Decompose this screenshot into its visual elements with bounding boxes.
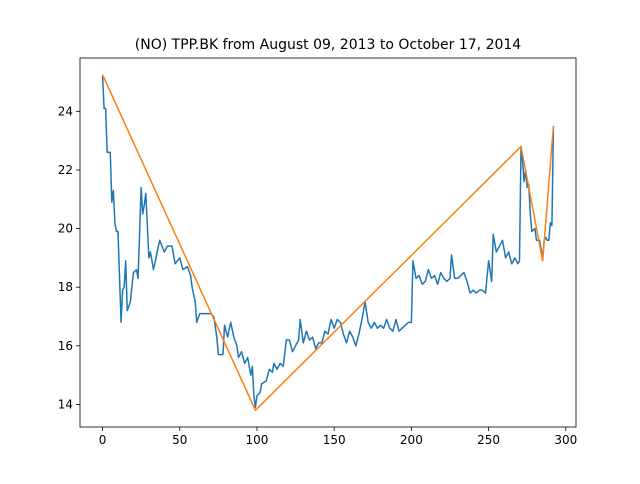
axes-frame: [79, 57, 577, 428]
y-tick-label: 14: [58, 397, 73, 411]
y-tick-label: 22: [58, 163, 73, 177]
x-tick-label: 300: [554, 433, 577, 447]
x-tick-label: 250: [477, 433, 500, 447]
chart-title: (NO) TPP.BK from August 09, 2013 to Octo…: [135, 37, 521, 53]
y-tick-label: 24: [58, 104, 73, 118]
x-tick-label: 0: [99, 433, 107, 447]
series-line: [101, 74, 555, 412]
x-tick-label: 200: [400, 433, 423, 447]
y-tick-label: 20: [58, 222, 73, 236]
x-tick-label: 150: [323, 433, 346, 447]
y-tick-label: 16: [58, 339, 73, 353]
x-tick-label: 50: [172, 433, 187, 447]
y-tick-label: 18: [58, 280, 73, 294]
series-line: [101, 76, 555, 409]
x-tick-label: 100: [246, 433, 269, 447]
